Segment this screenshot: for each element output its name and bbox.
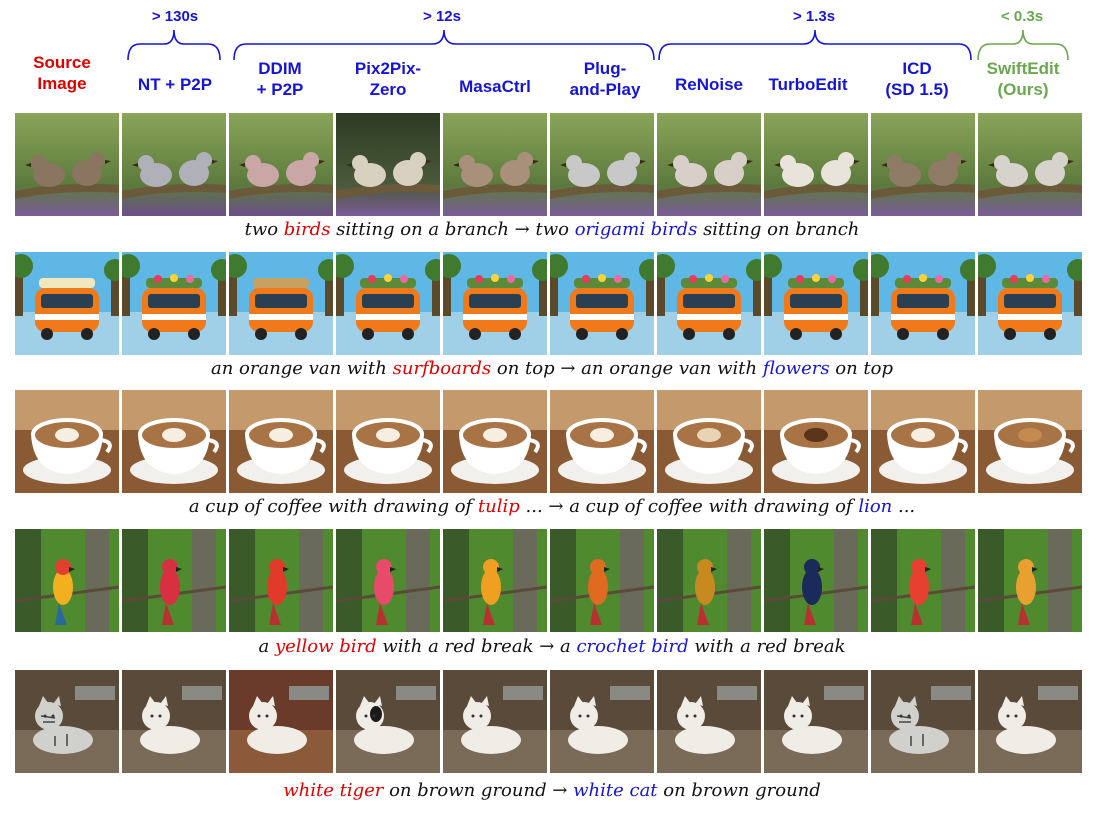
image-cat-ddim-p2p <box>229 670 333 773</box>
image-cat-plug-and-play <box>550 670 654 773</box>
image-parrot-pix2pix-zero <box>336 529 440 632</box>
image-van-icd <box>871 252 975 355</box>
source-prompt-word: yellow bird <box>274 636 377 657</box>
image-parrot-renoise <box>657 529 761 632</box>
image-van-plug-and-play <box>550 252 654 355</box>
column-header-masactrl: MasaCtrl <box>459 77 531 96</box>
timing-label-130s: > 130s <box>151 8 199 25</box>
image-coffee-renoise <box>657 390 761 493</box>
image-parrot-ddim-p2p <box>229 529 333 632</box>
column-header-source-image: Source Image <box>33 53 91 93</box>
image-birds-pix2pix-zero <box>336 113 440 216</box>
image-row-van <box>15 252 1083 355</box>
image-cat-pix2pix-zero <box>336 670 440 773</box>
image-birds-masactrl <box>443 113 547 216</box>
target-prompt-word: origami birds <box>574 219 698 240</box>
image-coffee-icd <box>871 390 975 493</box>
brace-nt-p2p <box>127 29 221 61</box>
image-van-pix2pix-zero <box>336 252 440 355</box>
image-coffee-swiftedit <box>978 390 1082 493</box>
image-parrot-masactrl <box>443 529 547 632</box>
column-header-nt-p2p: NT + P2P <box>137 75 213 94</box>
image-parrot-swiftedit <box>978 529 1082 632</box>
image-birds-turboedit <box>764 113 868 216</box>
brace-swiftedit <box>977 29 1069 61</box>
image-birds-swiftedit <box>978 113 1082 216</box>
image-parrot-plug-and-play <box>550 529 654 632</box>
brace-1-3s-methods <box>658 29 972 61</box>
brace-12s-methods <box>233 29 655 61</box>
column-header-swiftedit: SwiftEdit (Ours) <box>986 59 1060 99</box>
target-prompt-word: crochet bird <box>576 636 689 657</box>
image-parrot-source <box>15 529 119 632</box>
image-coffee-source <box>15 390 119 493</box>
caption-parrot: a yellow bird with a red break → a croch… <box>258 636 846 657</box>
image-birds-source <box>15 113 119 216</box>
image-van-ddim-p2p <box>229 252 333 355</box>
column-header-renoise: ReNoise <box>674 75 744 94</box>
target-prompt-word: flowers <box>762 358 830 379</box>
image-coffee-masactrl <box>443 390 547 493</box>
image-coffee-plug-and-play <box>550 390 654 493</box>
image-cat-swiftedit <box>978 670 1082 773</box>
image-cat-icd <box>871 670 975 773</box>
image-birds-plug-and-play <box>550 113 654 216</box>
caption-coffee: a cup of coffee with drawing of tulip ..… <box>188 496 916 517</box>
image-row-cat <box>15 670 1083 773</box>
column-header-icd: ICD (SD 1.5) <box>885 59 949 99</box>
image-coffee-turboedit <box>764 390 868 493</box>
image-parrot-turboedit <box>764 529 868 632</box>
target-prompt-word: lion <box>858 496 893 517</box>
image-cat-turboedit <box>764 670 868 773</box>
image-van-source <box>15 252 119 355</box>
image-birds-nt-p2p <box>122 113 226 216</box>
image-birds-renoise <box>657 113 761 216</box>
source-prompt-word: surfboards <box>392 358 492 379</box>
image-van-swiftedit <box>978 252 1082 355</box>
caption-van: an orange van with surfboards on top → a… <box>210 358 894 379</box>
image-cat-renoise <box>657 670 761 773</box>
image-van-renoise <box>657 252 761 355</box>
source-prompt-word: tulip <box>477 496 520 517</box>
column-header-ddim-p2p: DDIM + P2P <box>256 59 304 99</box>
image-van-masactrl <box>443 252 547 355</box>
image-coffee-ddim-p2p <box>229 390 333 493</box>
column-header-plug-and-play: Plug-and-Play <box>569 59 641 99</box>
image-coffee-nt-p2p <box>122 390 226 493</box>
caption-birds: two birds sitting on a branch → two orig… <box>244 219 860 240</box>
image-van-nt-p2p <box>122 252 226 355</box>
image-cat-masactrl <box>443 670 547 773</box>
image-van-turboedit <box>764 252 868 355</box>
column-header-turboedit: TurboEdit <box>768 75 848 94</box>
column-header-pix2pix-zero: Pix2Pix- Zero <box>354 59 422 99</box>
target-prompt-word: white cat <box>573 780 658 801</box>
image-birds-ddim-p2p <box>229 113 333 216</box>
image-row-coffee <box>15 390 1083 493</box>
timing-label-0-3s: < 0.3s <box>1000 8 1044 25</box>
image-parrot-icd <box>871 529 975 632</box>
image-coffee-pix2pix-zero <box>336 390 440 493</box>
image-row-parrot <box>15 529 1083 632</box>
caption-cat: white tiger on brown ground → white cat … <box>283 780 821 801</box>
image-cat-source <box>15 670 119 773</box>
timing-label-1-3s: > 1.3s <box>792 8 836 25</box>
image-cat-nt-p2p <box>122 670 226 773</box>
source-prompt-word: birds <box>283 219 331 240</box>
image-birds-icd <box>871 113 975 216</box>
source-prompt-word: white tiger <box>283 780 384 801</box>
image-parrot-nt-p2p <box>122 529 226 632</box>
timing-label-12s: > 12s <box>423 8 461 25</box>
image-row-birds <box>15 113 1083 216</box>
